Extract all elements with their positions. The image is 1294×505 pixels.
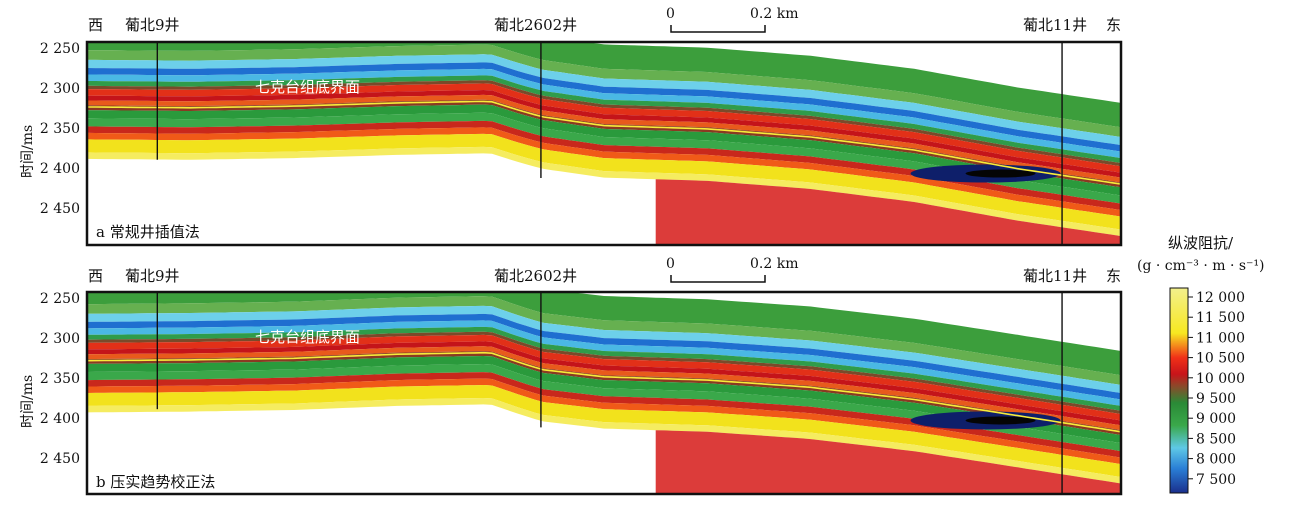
- colorbar: 纵波阻抗/ (g · cm⁻³ · m · s⁻¹) 12 000 11 500 1…: [1137, 234, 1265, 494]
- colorbar-title: 纵波阻抗/: [1168, 234, 1234, 252]
- impedance-band: [87, 83, 1121, 173]
- y-axis-b: 2 250 2 300 2 350 2 400 2 450 时间/ms: [20, 291, 80, 467]
- colorbar-tick-label: 8 500: [1196, 431, 1236, 447]
- y-tick-a-2450: 2 450: [40, 201, 80, 217]
- impedance-band: [87, 305, 1121, 393]
- impedance-band: [87, 346, 1121, 431]
- impedance-band: [87, 62, 1121, 152]
- y-axis-label-b: 时间/ms: [20, 375, 36, 428]
- impedance-band: [87, 326, 1121, 411]
- well-label-pubei9: 葡北9井: [125, 16, 180, 34]
- east-label: 东: [1106, 267, 1121, 285]
- impedance-band: [87, 54, 1121, 146]
- west-label: 西: [88, 267, 103, 285]
- impedance-band: [87, 356, 1121, 444]
- west-label: 西: [88, 16, 103, 34]
- impedance-band: [87, 364, 1121, 452]
- panel-label-b: b 压实趋势校正法: [96, 473, 215, 491]
- panel-label-a: a 常规井插值法: [96, 223, 200, 241]
- well-label-pubei9: 葡北9井: [125, 267, 180, 285]
- y-tick-b-2450: 2 450: [40, 451, 80, 467]
- colorbar-tick-label: 9 000: [1196, 411, 1236, 427]
- impedance-band: [87, 313, 1121, 400]
- well-label-pubei2602: 葡北2602井: [494, 16, 577, 34]
- y-tick-b-2300: 2 300: [40, 331, 80, 347]
- scale-bar-line: [670, 275, 766, 283]
- impedance-band: [87, 292, 1121, 376]
- impedance-band: [87, 133, 1121, 230]
- colorbar-tick-label: 8 000: [1196, 452, 1236, 468]
- impedance-band: [87, 385, 1121, 477]
- colorbar-tick-label: 9 500: [1196, 391, 1236, 407]
- horizon-line: [87, 100, 1122, 185]
- y-tick-a-2350: 2 350: [40, 121, 80, 137]
- well-label-pubei11: 葡北11井: [1023, 16, 1087, 34]
- y-axis-label-a: 时间/ms: [20, 125, 36, 178]
- scale-bar: 0 0.2 km: [666, 6, 798, 33]
- impedance-band: [87, 80, 1121, 167]
- panel-a: 西 东 0 0.2 km 葡北9井 葡北2602井 葡北11井 七克台组底界面 …: [20, 6, 1123, 247]
- colorbar-tick-label: 10 000: [1196, 371, 1245, 387]
- horizon-label-a: 七克台组底界面: [255, 78, 360, 96]
- well-label-pubei11: 葡北11井: [1023, 267, 1087, 285]
- y-tick-b-2400: 2 400: [40, 411, 80, 427]
- horizon-label-b: 七克台组底界面: [255, 328, 360, 346]
- low-impedance-body: [965, 169, 1036, 178]
- colorbar-unit: (g · cm⁻³ · m · s⁻¹): [1137, 258, 1265, 274]
- colorbar-gradient: [1169, 287, 1189, 494]
- impedance-band: [655, 179, 1121, 245]
- colorbar-tick-label: 7 500: [1196, 472, 1236, 488]
- seismic-section-b: [86, 292, 1122, 494]
- plot-frame-a: [85, 40, 1123, 247]
- impedance-band: [87, 398, 1121, 484]
- impedance-band: [87, 146, 1121, 237]
- east-label: 东: [1106, 16, 1121, 34]
- y-tick-b-2350: 2 350: [40, 371, 80, 387]
- impedance-band: [87, 90, 1121, 178]
- impedance-band: [87, 296, 1121, 385]
- panel-b: 西 东 0 0.2 km 葡北9井 葡北2602井 葡北11井 七克台组底界面 …: [20, 256, 1123, 496]
- impedance-band: [87, 112, 1121, 204]
- scale-start-label: 0: [666, 256, 675, 272]
- scale-bar: 0 0.2 km: [666, 256, 798, 283]
- colorbar-tick-label: 12 000: [1196, 290, 1245, 306]
- impedance-band: [87, 120, 1121, 211]
- impedance-band: [87, 127, 1121, 217]
- impedance-band: [87, 104, 1121, 196]
- y-tick-a-2400: 2 400: [40, 161, 80, 177]
- impedance-band: [87, 320, 1121, 406]
- impedance-band: [87, 341, 1121, 426]
- scale-end-label: 0.2 km: [750, 256, 798, 272]
- colorbar-tick-label: 10 500: [1196, 351, 1245, 367]
- impedance-band: [87, 331, 1121, 414]
- y-tick-a-2250: 2 250: [40, 41, 80, 57]
- impedance-band: [87, 94, 1121, 183]
- impedance-band: [87, 378, 1121, 465]
- impedance-band: [87, 334, 1121, 421]
- colorbar-tick-label: 11 500: [1196, 310, 1245, 326]
- plot-frame-b: [85, 290, 1123, 496]
- colorbar-tick-label: 11 000: [1196, 330, 1245, 346]
- horizon-line: [86, 351, 1122, 433]
- well-label-pubei2602: 葡北2602井: [494, 267, 577, 285]
- y-axis-a: 2 250 2 300 2 350 2 400 2 450 时间/ms: [20, 41, 80, 217]
- low-impedance-body: [965, 416, 1036, 425]
- impedance-band: [87, 42, 1121, 128]
- impedance-band: [87, 75, 1121, 163]
- impedance-band: [87, 44, 1121, 137]
- y-tick-b-2250: 2 250: [40, 291, 80, 307]
- scale-end-label: 0.2 km: [750, 6, 798, 22]
- y-tick-a-2300: 2 300: [40, 81, 80, 97]
- impedance-band: [87, 68, 1121, 159]
- impedance-band: [655, 430, 1121, 494]
- scale-start-label: 0: [666, 6, 675, 22]
- impedance-band: [87, 372, 1121, 458]
- scale-bar-line: [670, 25, 766, 33]
- seismic-section-a: [87, 42, 1122, 245]
